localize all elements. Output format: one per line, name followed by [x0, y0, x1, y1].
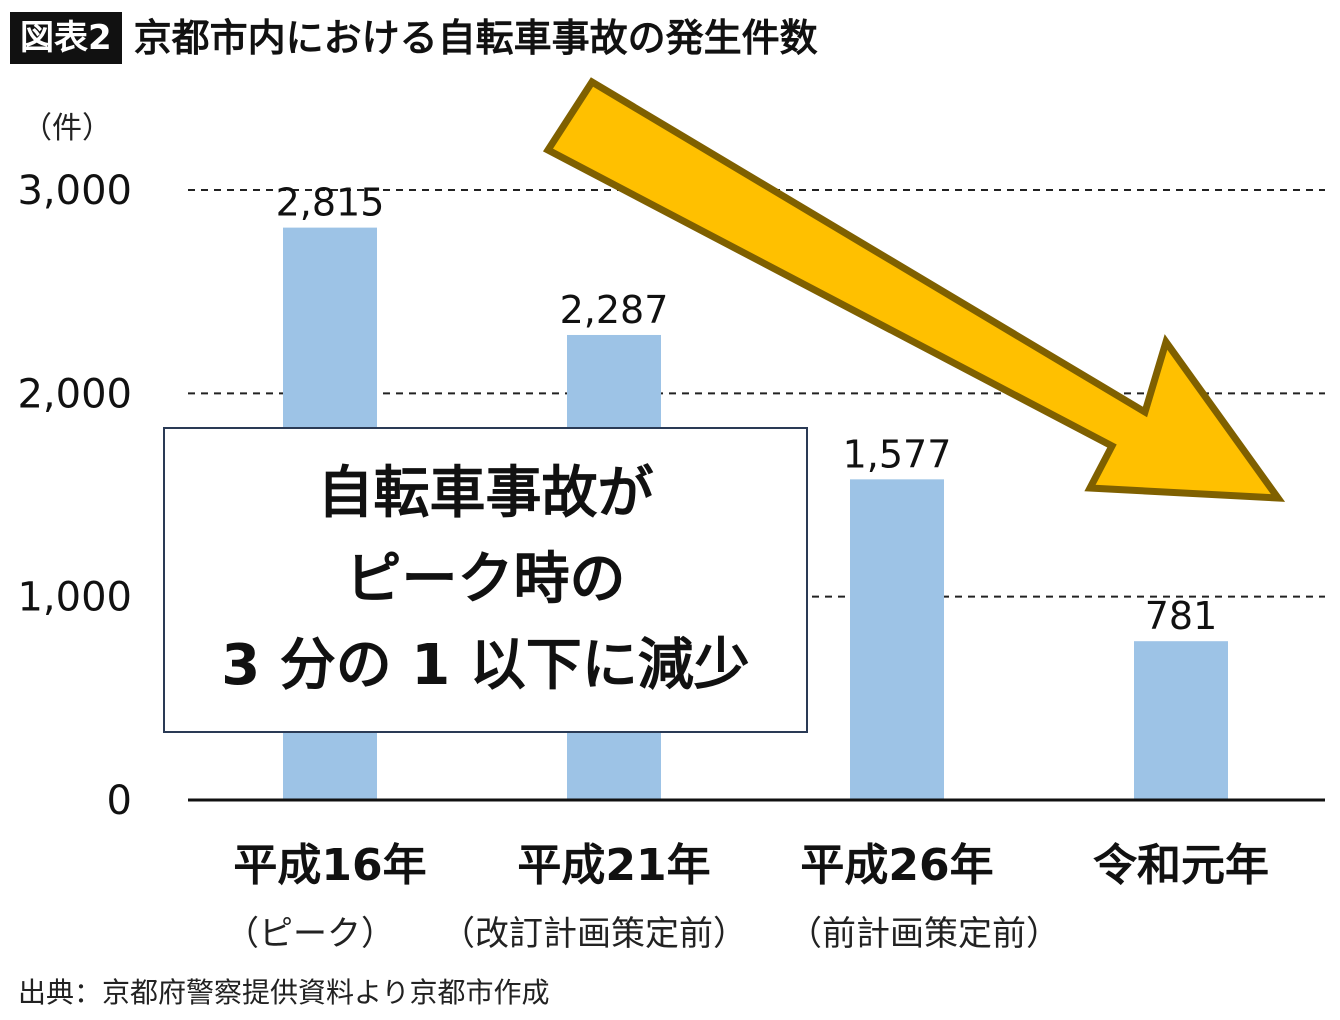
- y-tick-label: 1,000: [17, 575, 132, 621]
- source-note: 出典：京都府警察提供資料より京都市作成: [18, 976, 550, 1009]
- bar: [850, 479, 944, 800]
- data-label: 781: [1145, 594, 1218, 638]
- callout-line: 3 分の 1 以下に減少: [221, 633, 750, 698]
- title-row: 図表2 京都市内における自転車事故の発生件数: [10, 10, 818, 66]
- data-label: 2,287: [560, 288, 669, 332]
- data-label: 1,577: [843, 432, 952, 476]
- x-tick-note: （改訂計画策定前）: [441, 914, 747, 954]
- x-tick-label: 平成26年: [800, 840, 993, 891]
- x-tick-label: 平成16年: [233, 840, 426, 891]
- y-tick-label: 0: [107, 778, 132, 824]
- callout-line: ピーク時の: [345, 547, 626, 612]
- y-tick-label: 2,000: [17, 371, 132, 417]
- figure-label: 図表2: [10, 12, 122, 64]
- bar: [1134, 641, 1228, 800]
- x-tick-note: （前計画策定前）: [788, 914, 1060, 954]
- callout-box: 自転車事故が ピーク時の 3 分の 1 以下に減少: [163, 427, 808, 733]
- x-tick-note: （ピーク）: [225, 914, 395, 954]
- x-tick-label: 平成21年: [517, 840, 710, 891]
- data-label: 2,815: [276, 181, 385, 225]
- y-tick-label: 3,000: [17, 168, 132, 214]
- y-axis-label: （件）: [22, 111, 112, 146]
- x-tick-label: 令和元年: [1093, 840, 1269, 891]
- chart-title: 京都市内における自転車事故の発生件数: [133, 16, 818, 60]
- callout-line: 自転車事故が: [317, 461, 654, 526]
- trend-arrow: [542, 77, 1286, 502]
